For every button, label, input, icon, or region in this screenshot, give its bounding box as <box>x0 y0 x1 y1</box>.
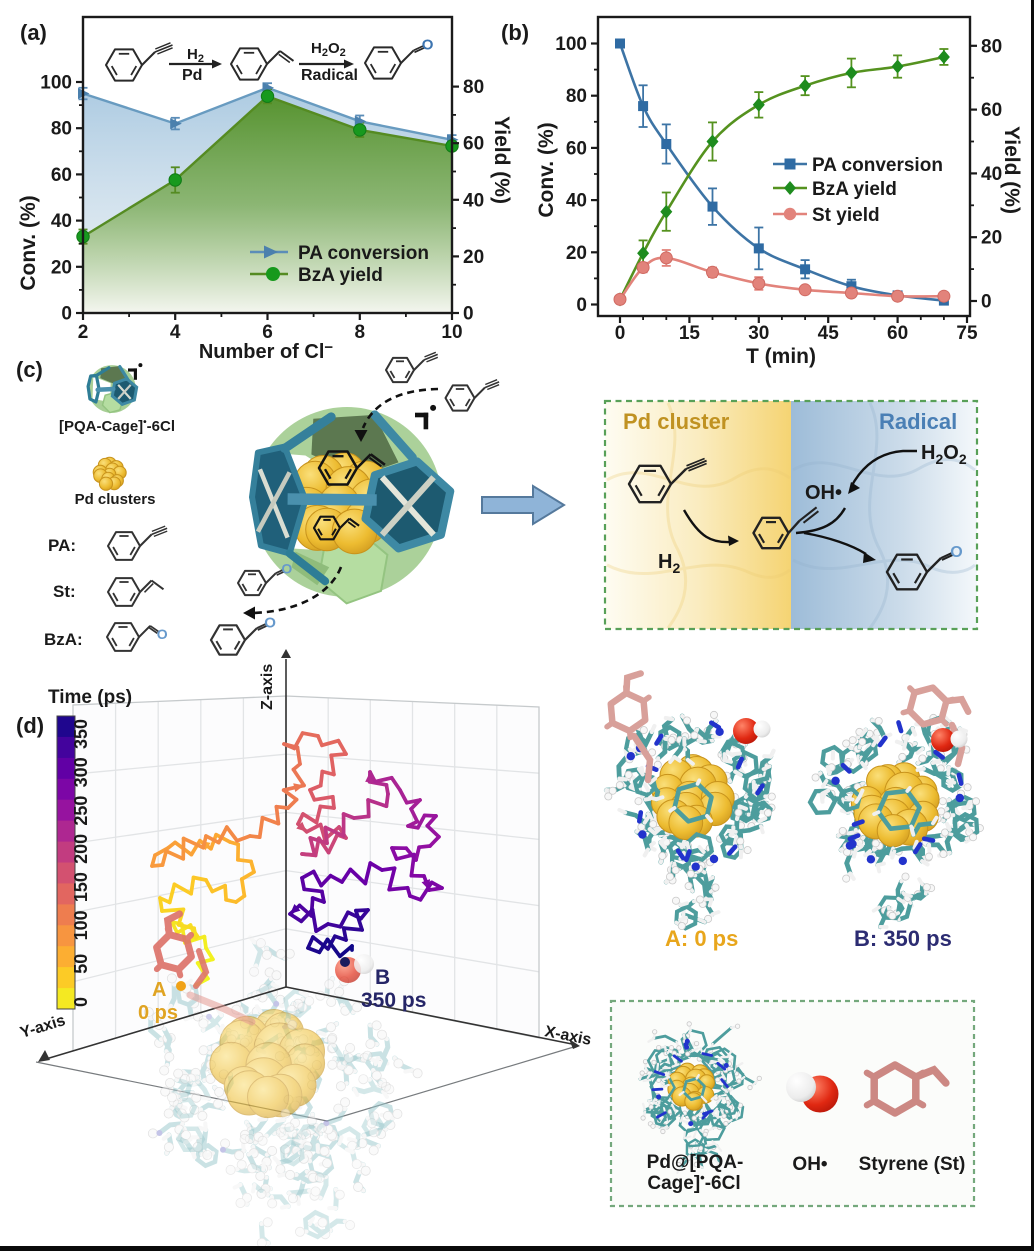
svg-text:B: B <box>375 966 390 989</box>
svg-text:(d): (d) <box>16 713 44 738</box>
svg-text:350 ps: 350 ps <box>361 989 426 1012</box>
svg-text:10: 10 <box>441 322 462 343</box>
svg-text:Yield (%): Yield (%) <box>490 116 513 204</box>
svg-text:BzA yield: BzA yield <box>812 179 897 200</box>
svg-text:150: 150 <box>71 872 91 902</box>
svg-text:O: O <box>950 544 962 561</box>
svg-text:O: O <box>281 560 292 576</box>
svg-text:B: 350 ps: B: 350 ps <box>854 926 952 951</box>
svg-text:Pd: Pd <box>182 67 202 84</box>
svg-text:40: 40 <box>981 164 1002 185</box>
svg-text:Conv. (%): Conv. (%) <box>535 122 558 217</box>
svg-text:A: A <box>152 979 166 1001</box>
svg-text:PA:: PA: <box>48 536 76 555</box>
svg-text:80: 80 <box>51 119 72 140</box>
svg-text:80: 80 <box>981 36 1002 57</box>
svg-text:4: 4 <box>170 322 181 343</box>
svg-text:40: 40 <box>51 211 72 232</box>
svg-text:X-axis: X-axis <box>543 1023 593 1049</box>
svg-text:80: 80 <box>566 86 587 107</box>
svg-text:O: O <box>264 615 276 632</box>
svg-text:50: 50 <box>71 954 91 974</box>
svg-text:St yield: St yield <box>812 205 880 226</box>
svg-text:Pd cluster: Pd cluster <box>623 409 730 434</box>
svg-text:Time (ps): Time (ps) <box>48 687 132 708</box>
svg-text:PA conversion: PA conversion <box>298 243 429 264</box>
svg-text:200: 200 <box>71 834 91 864</box>
svg-text:Yield (%): Yield (%) <box>1000 126 1023 214</box>
svg-text:O: O <box>422 37 434 54</box>
svg-text:[PQA-Cage]•-6Cl: [PQA-Cage]•-6Cl <box>59 417 175 435</box>
svg-text:Y-axis: Y-axis <box>18 1012 67 1042</box>
svg-text:Pd clusters: Pd clusters <box>75 491 156 508</box>
svg-text:(a): (a) <box>20 20 47 45</box>
svg-text:0: 0 <box>463 304 474 325</box>
svg-text:Number of Cl−: Number of Cl− <box>199 339 334 363</box>
svg-text:20: 20 <box>463 247 484 268</box>
svg-text:O: O <box>157 626 168 642</box>
svg-text:Pd@[PQA-: Pd@[PQA- <box>647 1152 744 1173</box>
svg-text:PA conversion: PA conversion <box>812 155 943 176</box>
svg-text:15: 15 <box>679 323 701 344</box>
svg-text:250: 250 <box>71 796 91 826</box>
svg-text:80: 80 <box>463 77 484 98</box>
svg-text:100: 100 <box>40 73 72 94</box>
svg-text:75: 75 <box>956 323 978 344</box>
svg-text:0: 0 <box>71 997 91 1007</box>
svg-text:BzA yield: BzA yield <box>298 265 383 286</box>
svg-text:0: 0 <box>576 295 587 316</box>
svg-text:Styrene (St): Styrene (St) <box>859 1154 966 1175</box>
svg-text:60: 60 <box>566 138 587 159</box>
svg-text:20: 20 <box>566 243 587 264</box>
svg-text:0 ps: 0 ps <box>138 1002 178 1024</box>
svg-text:60: 60 <box>51 165 72 186</box>
svg-text:St:: St: <box>53 582 76 601</box>
svg-text:(c): (c) <box>16 357 43 382</box>
svg-text:H2O2: H2O2 <box>921 442 967 467</box>
svg-text:20: 20 <box>981 228 1002 249</box>
svg-text:OH•: OH• <box>805 482 842 504</box>
svg-text:Radical: Radical <box>301 67 358 84</box>
svg-text:45: 45 <box>818 323 840 344</box>
svg-text:0: 0 <box>615 323 626 344</box>
svg-text:60: 60 <box>887 323 908 344</box>
svg-text:60: 60 <box>463 134 484 155</box>
svg-text:BzA:: BzA: <box>44 630 83 649</box>
svg-text:Radical: Radical <box>879 409 957 434</box>
svg-text:40: 40 <box>566 191 587 212</box>
svg-text:Conv. (%): Conv. (%) <box>17 195 40 290</box>
svg-text:2: 2 <box>78 322 89 343</box>
svg-text:30: 30 <box>748 323 769 344</box>
svg-text:Z-axis: Z-axis <box>259 664 276 710</box>
svg-text:20: 20 <box>51 257 72 278</box>
svg-text:300: 300 <box>71 757 91 787</box>
svg-text:100: 100 <box>71 910 91 940</box>
svg-text:T (min): T (min) <box>746 345 816 368</box>
svg-text:(b): (b) <box>501 20 529 45</box>
svg-text:6: 6 <box>262 322 273 343</box>
svg-text:100: 100 <box>555 34 587 55</box>
svg-text:Cage]•-6Cl: Cage]•-6Cl <box>647 1170 740 1194</box>
svg-text:OH•: OH• <box>792 1154 828 1175</box>
svg-text:0: 0 <box>981 292 992 313</box>
svg-text:60: 60 <box>981 100 1002 121</box>
svg-text:H2O2: H2O2 <box>311 40 346 59</box>
svg-text:0: 0 <box>61 304 72 325</box>
svg-text:40: 40 <box>463 190 484 211</box>
svg-text:A: 0 ps: A: 0 ps <box>665 926 738 951</box>
svg-text:8: 8 <box>355 322 366 343</box>
svg-text:350: 350 <box>71 719 91 749</box>
